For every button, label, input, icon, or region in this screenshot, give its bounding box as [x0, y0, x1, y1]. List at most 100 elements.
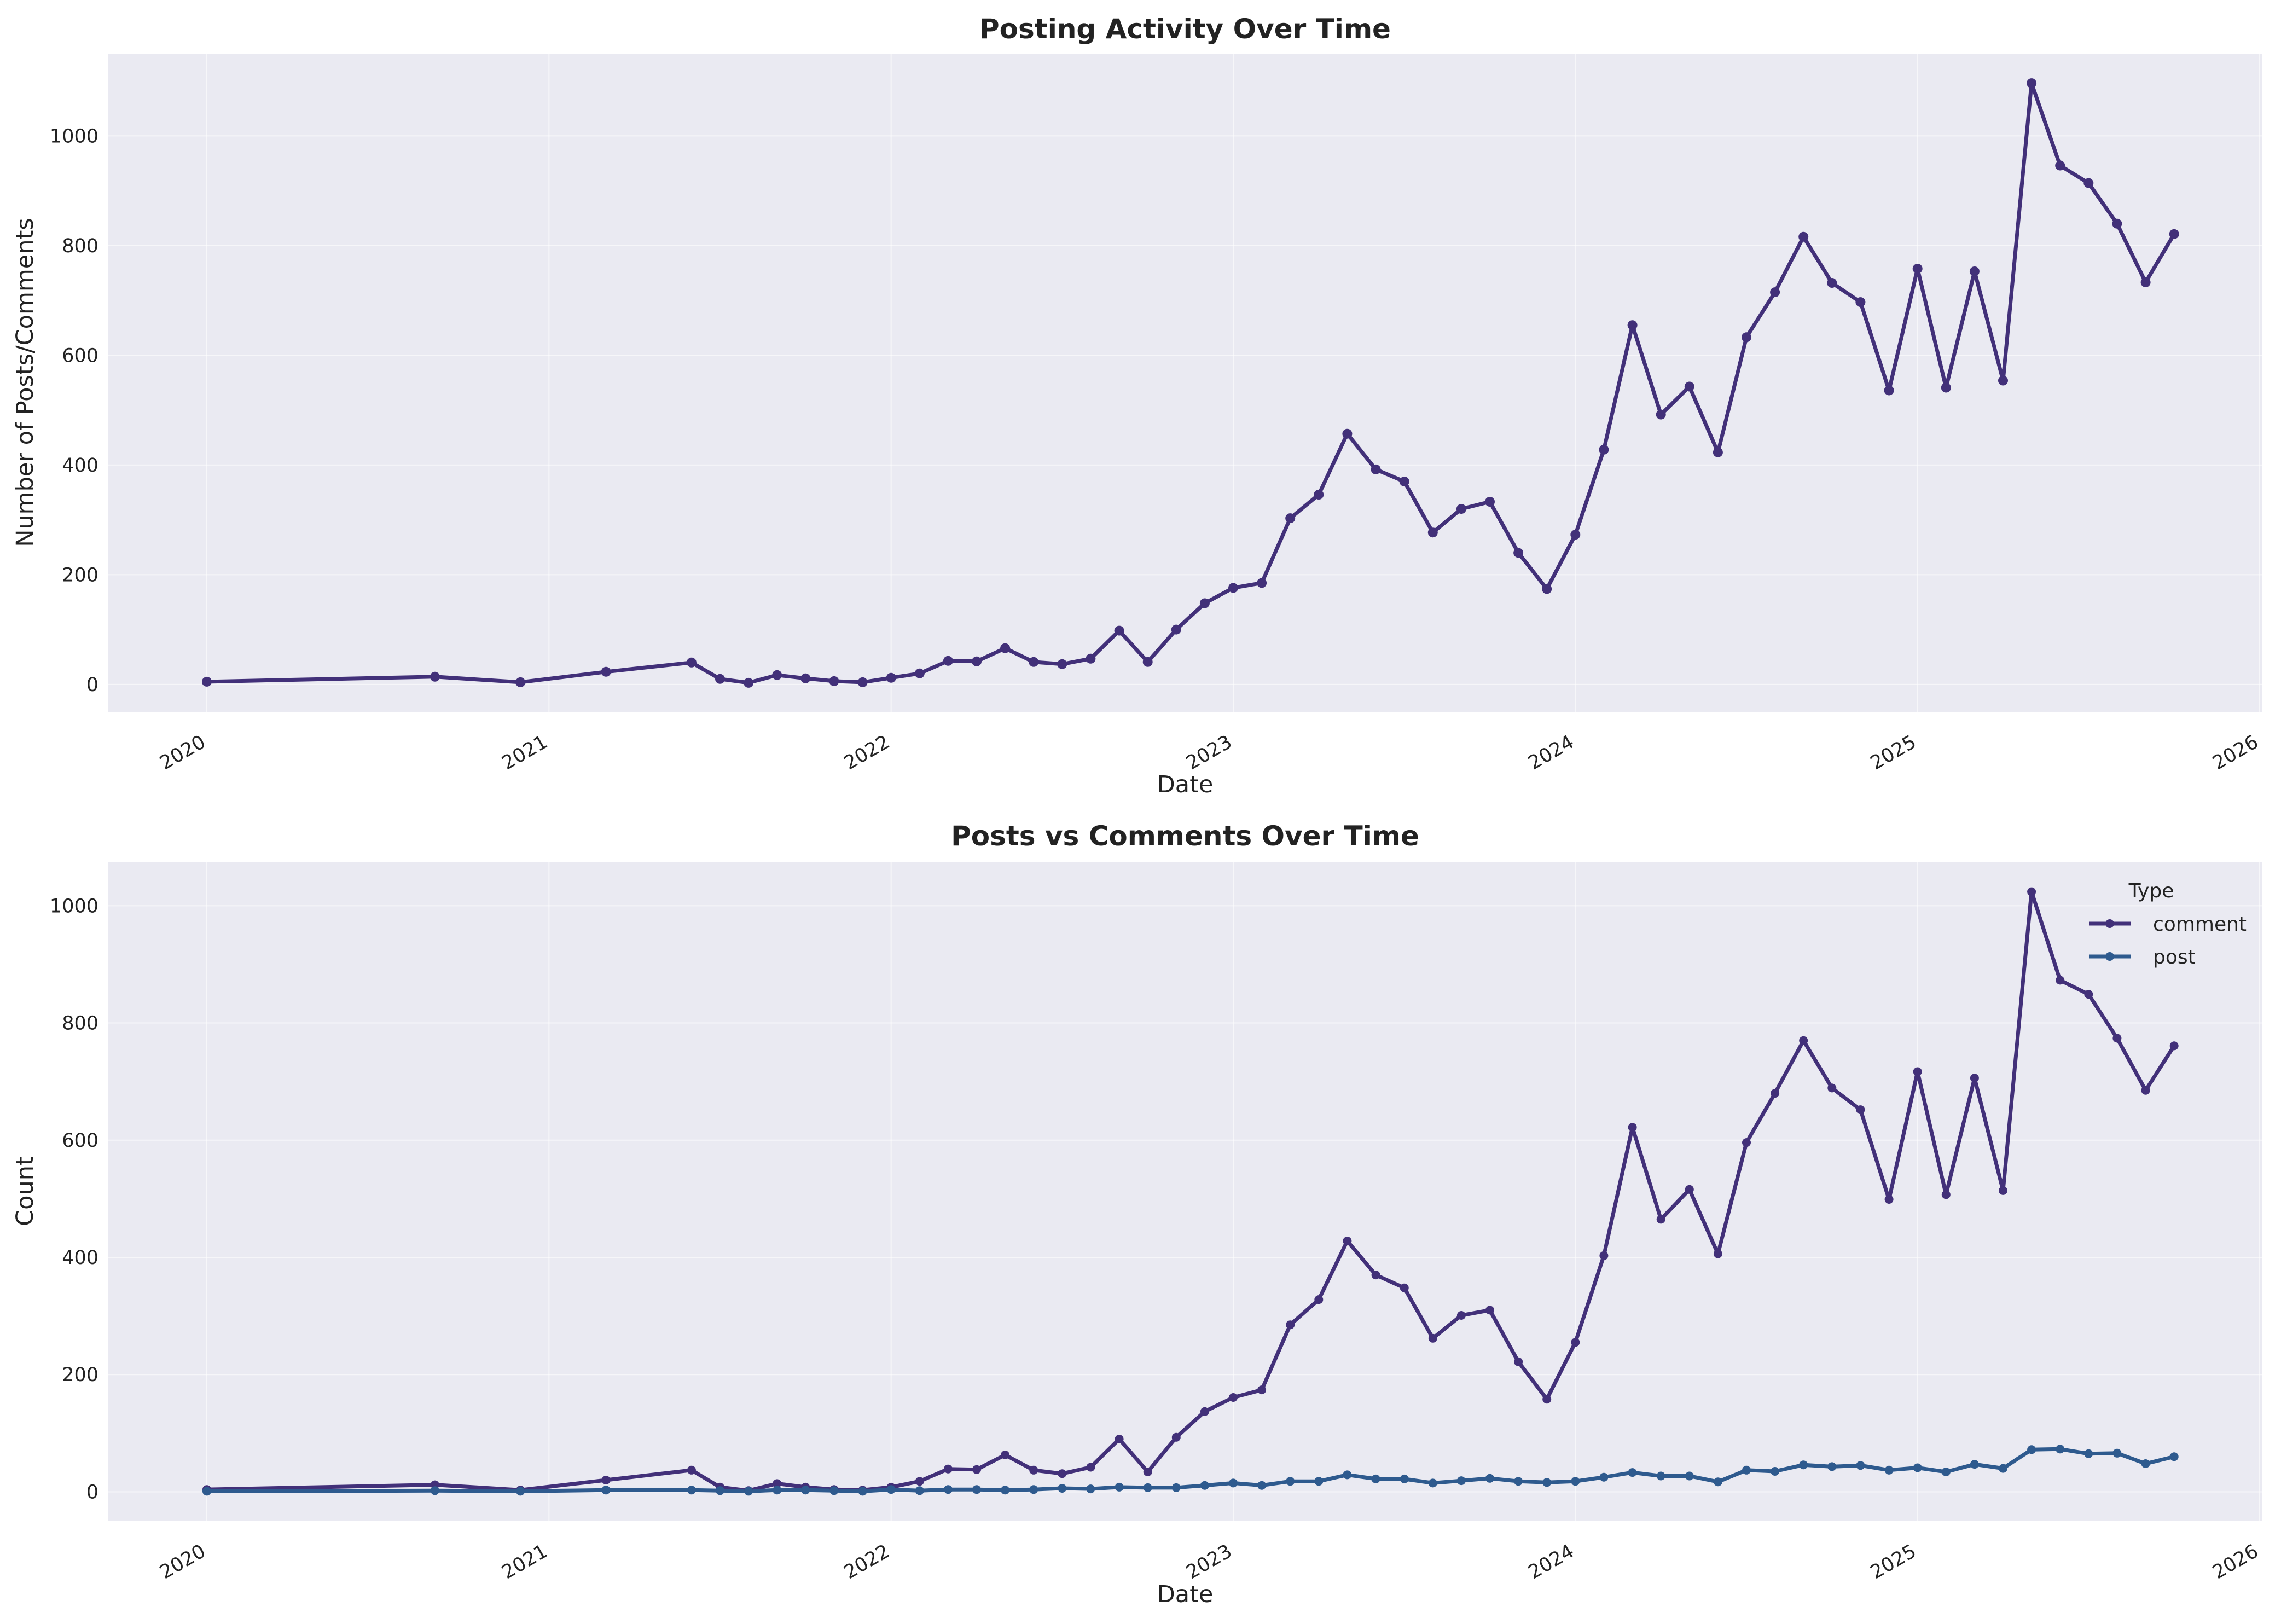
data-point	[1199, 598, 1210, 608]
data-point	[857, 677, 868, 687]
data-point	[515, 677, 526, 687]
gridlines	[108, 54, 2262, 712]
data-point-post	[516, 1487, 525, 1496]
data-point	[1399, 477, 1409, 486]
x-tick-labels: 2020 2021 2022 2023 2024 2025 2026	[156, 1540, 2262, 1584]
data-point	[1542, 584, 1552, 594]
data-point-comment	[1171, 1432, 1181, 1442]
data-point-post	[1115, 1482, 1124, 1492]
data-point	[2027, 78, 2037, 89]
y-tick-label: 0	[86, 674, 98, 696]
y-tick-label: 400	[62, 455, 98, 477]
data-point	[1513, 548, 1524, 558]
data-point-comment	[1685, 1185, 1694, 1194]
data-point-post	[1628, 1468, 1637, 1477]
data-point-comment	[1599, 1251, 1609, 1260]
y-tick-label: 800	[62, 1013, 98, 1035]
y-tick-labels: 0 200 400 600 800 1000	[50, 125, 98, 696]
data-point-comment	[1086, 1463, 1095, 1472]
data-point-post	[2141, 1459, 2150, 1468]
data-point-comment	[1913, 1067, 1922, 1076]
data-point	[1884, 385, 1894, 396]
data-point	[1713, 447, 1723, 457]
data-point-post	[1514, 1477, 1523, 1486]
data-point-post	[2027, 1445, 2036, 1454]
data-point	[1627, 320, 1638, 330]
legend-title: Type	[2128, 880, 2174, 902]
data-point-comment	[1143, 1468, 1152, 1476]
data-point	[2083, 178, 2094, 188]
chart-title: Posting Activity Over Time	[979, 13, 1391, 45]
data-point	[1057, 659, 1067, 669]
data-point	[1969, 266, 1980, 276]
data-point	[772, 670, 782, 680]
data-points	[202, 78, 2179, 688]
data-point-post	[829, 1486, 839, 1495]
data-point	[829, 676, 839, 686]
data-point-comment	[2056, 976, 2065, 985]
data-point-comment	[1999, 1186, 2007, 1195]
data-point-comment	[1656, 1215, 1665, 1224]
legend-marker-comment	[2105, 919, 2114, 928]
x-tick-label: 2025	[1867, 731, 1920, 774]
x-tick-labels: 2020 2021 2022 2023 2024 2025 2026	[156, 731, 2262, 774]
data-point	[1228, 583, 1238, 593]
x-tick-label: 2026	[2209, 731, 2262, 774]
y-tick-label: 0	[86, 1481, 98, 1503]
data-point-post	[202, 1487, 211, 1496]
data-point	[601, 666, 611, 677]
data-point-post	[1371, 1474, 1380, 1483]
legend: Type comment post	[2089, 880, 2247, 968]
data-point-post	[915, 1486, 924, 1495]
data-point-post	[1999, 1464, 2007, 1473]
data-point	[972, 656, 982, 666]
data-point-post	[886, 1485, 896, 1494]
data-point-post	[1086, 1484, 1095, 1494]
x-tick-label: 2022	[840, 731, 893, 774]
data-point	[1342, 428, 1353, 439]
data-point-comment	[1371, 1271, 1380, 1280]
data-point	[2055, 160, 2065, 171]
data-point-post	[801, 1486, 810, 1495]
data-point-comment	[1542, 1395, 1552, 1404]
data-point-comment	[2027, 887, 2036, 896]
data-point-comment	[1713, 1249, 1722, 1258]
data-point-comment	[1970, 1074, 1979, 1083]
data-point-post	[2169, 1452, 2179, 1461]
data-point	[800, 673, 811, 683]
data-point-comment	[1742, 1138, 1751, 1147]
data-point	[1456, 504, 1466, 514]
data-point	[2169, 229, 2179, 239]
data-point-comment	[1799, 1036, 1808, 1045]
y-tick-label: 200	[62, 1364, 98, 1386]
data-point-comment	[1771, 1089, 1780, 1098]
data-point-comment	[1628, 1123, 1637, 1132]
y-tick-label: 600	[62, 1130, 98, 1152]
y-axis-label: Number of Posts/Comments	[11, 218, 39, 547]
data-point	[1570, 530, 1581, 540]
y-tick-label: 200	[62, 564, 98, 586]
y-tick-label: 800	[62, 235, 98, 257]
data-point-post	[687, 1486, 696, 1495]
data-point-post	[1456, 1476, 1466, 1486]
x-tick-label: 2023	[1182, 1540, 1235, 1584]
data-point-post	[1599, 1472, 1609, 1482]
data-point-comment	[2141, 1086, 2150, 1095]
x-axis-label: Date	[1157, 771, 1214, 798]
data-point	[1684, 381, 1694, 392]
data-point-comment	[1571, 1338, 1580, 1347]
data-point	[429, 671, 440, 682]
data-point-comment	[1856, 1105, 1865, 1115]
data-point-comment	[1400, 1283, 1409, 1292]
data-point	[686, 657, 697, 668]
data-point-post	[2112, 1448, 2122, 1458]
data-point	[914, 668, 925, 678]
data-point	[1171, 624, 1181, 635]
data-point-post	[1001, 1486, 1010, 1495]
data-point-comment	[1058, 1469, 1067, 1478]
x-tick-label: 2024	[1525, 731, 1578, 774]
data-point-post	[744, 1487, 753, 1496]
data-point-post	[1856, 1461, 1865, 1470]
data-point	[1086, 653, 1096, 664]
y-tick-label: 1000	[50, 125, 98, 147]
